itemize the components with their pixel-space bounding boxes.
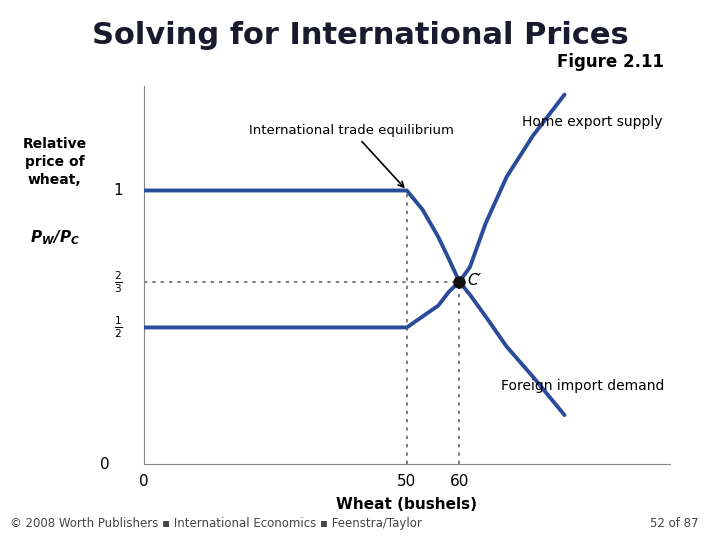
Text: Figure 2.11: Figure 2.11: [557, 53, 665, 71]
Text: 52 of 87: 52 of 87: [650, 517, 698, 530]
Text: 0: 0: [100, 457, 110, 472]
Text: 1: 1: [113, 183, 123, 198]
X-axis label: Wheat (bushels): Wheat (bushels): [336, 497, 477, 512]
Text: Relative
price of
wheat,: Relative price of wheat,: [22, 137, 86, 187]
Text: $\bfit{P_W/P_C}$: $\bfit{P_W/P_C}$: [30, 228, 80, 247]
Text: © 2008 Worth Publishers ▪ International Economics ▪ Feenstra/Taylor: © 2008 Worth Publishers ▪ International …: [10, 517, 422, 530]
Text: Solving for International Prices: Solving for International Prices: [91, 21, 629, 50]
Text: $\mathregular{\frac{2}{3}}$: $\mathregular{\frac{2}{3}}$: [114, 269, 123, 295]
Text: C′: C′: [467, 273, 482, 288]
Text: International trade equilibrium: International trade equilibrium: [249, 124, 454, 187]
Text: Foreign import demand: Foreign import demand: [501, 379, 665, 393]
Text: $\mathregular{\frac{1}{2}}$: $\mathregular{\frac{1}{2}}$: [114, 315, 123, 340]
Text: Home export supply: Home export supply: [523, 115, 663, 129]
